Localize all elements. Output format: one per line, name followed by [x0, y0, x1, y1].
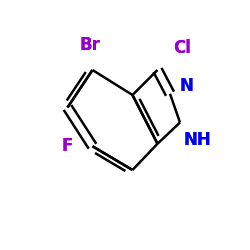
Text: Br: Br: [80, 36, 100, 54]
Text: F: F: [62, 137, 73, 155]
Text: Cl: Cl: [174, 38, 192, 56]
Text: F: F: [62, 137, 73, 155]
Text: NH: NH: [184, 131, 212, 149]
Text: Cl: Cl: [174, 38, 192, 56]
Text: N: N: [179, 77, 193, 95]
Text: N: N: [179, 77, 193, 95]
Text: Br: Br: [80, 36, 100, 54]
Text: Cl: Cl: [174, 38, 192, 56]
Text: Br: Br: [80, 36, 100, 54]
Text: F: F: [62, 137, 73, 155]
Text: NH: NH: [184, 131, 212, 149]
Text: NH: NH: [184, 131, 212, 149]
Text: N: N: [179, 77, 193, 95]
